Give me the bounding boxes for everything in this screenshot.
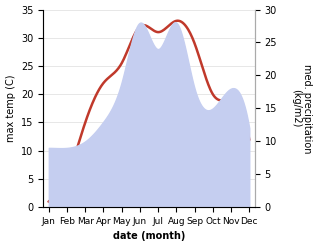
- X-axis label: date (month): date (month): [113, 231, 185, 242]
- Y-axis label: max temp (C): max temp (C): [5, 75, 16, 142]
- Y-axis label: med. precipitation
(kg/m2): med. precipitation (kg/m2): [291, 64, 313, 153]
